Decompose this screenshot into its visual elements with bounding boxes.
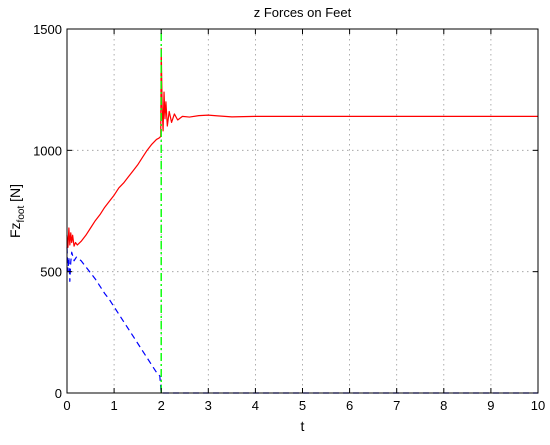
y-tick-label: 500 (40, 265, 62, 280)
tick-marks (66, 28, 539, 394)
series-line-dashed (66, 247, 538, 394)
grid-lines (67, 29, 538, 393)
x-tick-label: 10 (531, 398, 545, 413)
y-axis-label-subscript: foot (16, 206, 27, 223)
x-axis-label: t (301, 418, 305, 434)
y-axis-label-unit: [N] (7, 184, 23, 206)
x-tick-label: 5 (299, 398, 306, 413)
series-group (66, 29, 538, 394)
x-tick-label: 3 (205, 398, 212, 413)
y-tick-label: 1000 (33, 143, 62, 158)
x-tick-label: 6 (346, 398, 353, 413)
x-tick-label: 7 (393, 398, 400, 413)
x-tick-label: 2 (158, 398, 165, 413)
y-tick-label: 0 (55, 386, 62, 401)
x-tick-label: 4 (252, 398, 259, 413)
y-axis-label: Fzfoot [N] (7, 184, 27, 238)
series-line-solid (66, 47, 538, 248)
y-tick-labels: 0 500 1000 1500 (33, 22, 62, 401)
x-tick-label: 8 (440, 398, 447, 413)
x-tick-labels: 0 1 2 3 4 5 6 7 8 9 10 (63, 398, 545, 413)
x-tick-label: 9 (487, 398, 494, 413)
y-tick-label: 1500 (33, 22, 62, 37)
chart-title: z Forces on Feet (254, 5, 352, 20)
plot-area (67, 29, 538, 393)
x-tick-label: 1 (110, 398, 117, 413)
x-tick-label: 0 (63, 398, 70, 413)
y-axis-label-main: Fz (7, 222, 23, 238)
